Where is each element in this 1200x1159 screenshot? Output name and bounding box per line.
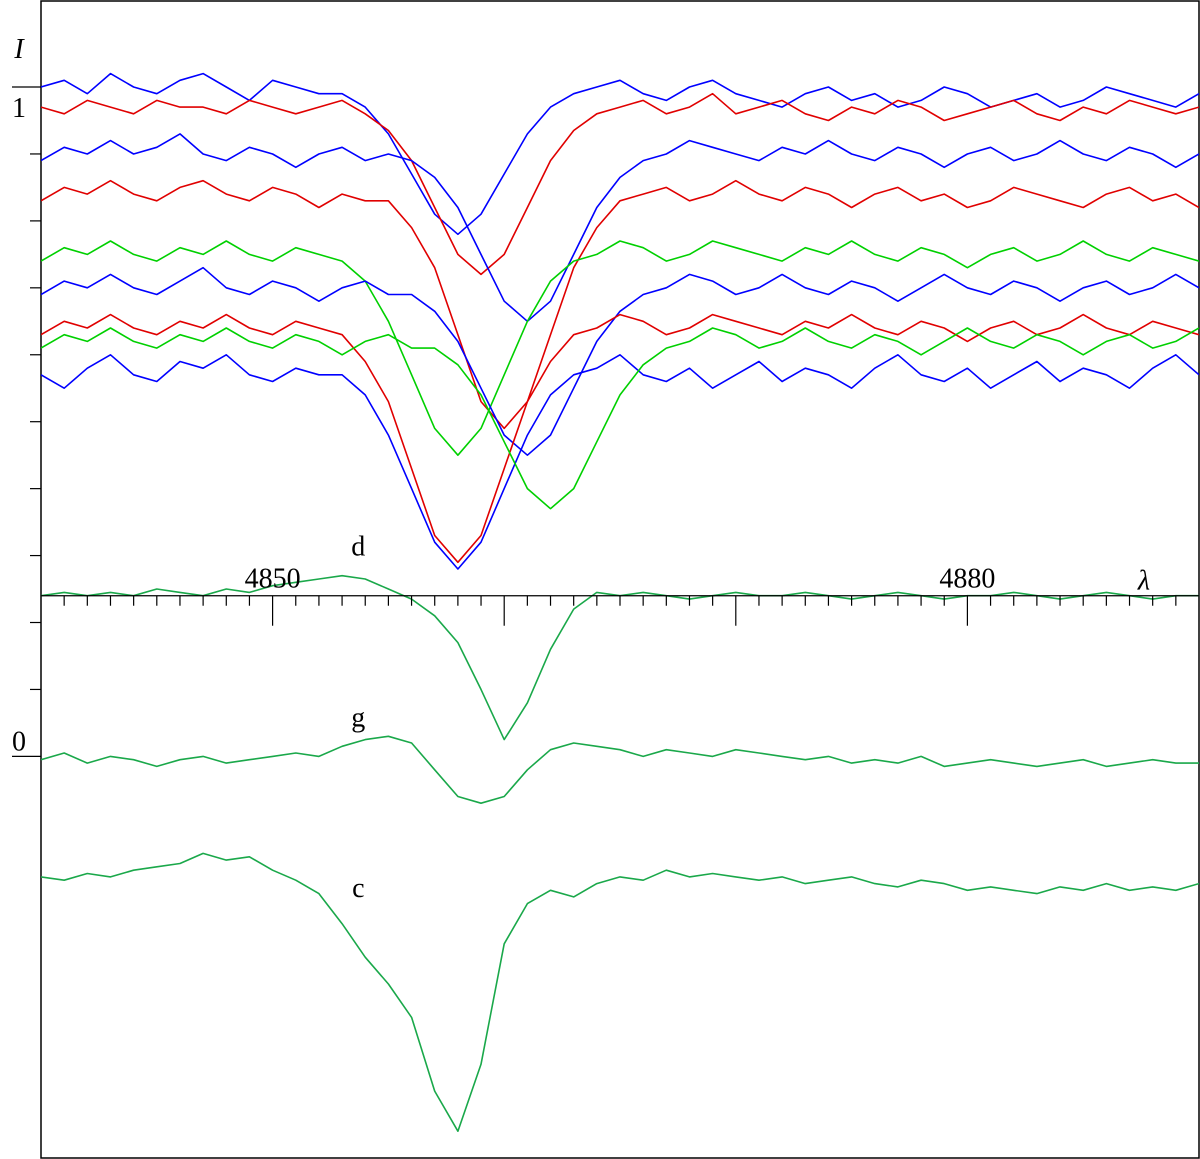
spectrum-line (41, 313, 1199, 564)
y-axis-label: I (13, 34, 25, 65)
x-axis-label: λ (1137, 566, 1150, 597)
spectrum-line (41, 72, 1199, 236)
spectrum-line (41, 354, 1199, 570)
curve-label: d (351, 532, 365, 563)
y-tick-label: 1 (12, 93, 26, 124)
x-tick-label: 4880 (939, 564, 995, 595)
spectrum-line (41, 179, 1199, 430)
spectrum-line (41, 92, 1199, 276)
curve-label: g (351, 702, 365, 733)
spectrum-line (41, 735, 1199, 804)
curve-label: c (352, 873, 364, 904)
plot-frame (40, 0, 1200, 1159)
spectrum-line (41, 266, 1199, 456)
spectrum-line (41, 133, 1199, 323)
y-tick-label: 0 (12, 726, 26, 757)
spectrum-line (41, 240, 1199, 456)
spectrum-line (41, 327, 1199, 510)
spectrum-line (41, 852, 1199, 1132)
x-tick-label: 4850 (245, 564, 301, 595)
spectra (41, 72, 1199, 1132)
